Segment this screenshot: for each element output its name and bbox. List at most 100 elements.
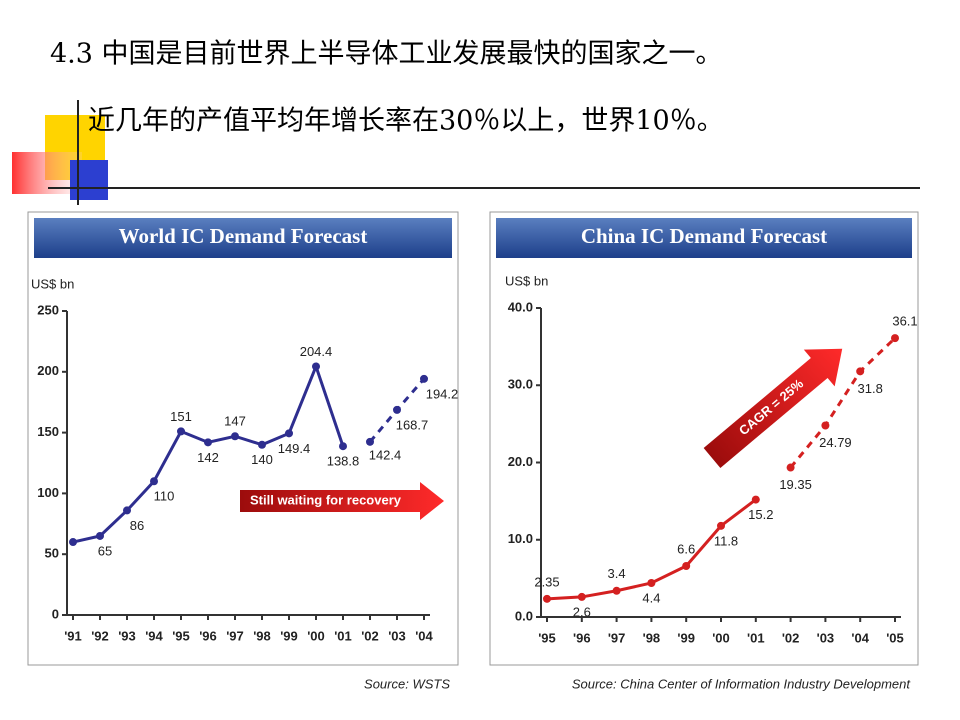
data-point [717,521,725,530]
data-label: 149.4 [278,441,311,456]
data-label: 151 [170,409,192,424]
data-label: 142 [197,450,219,465]
x-tick-label: '96 [573,630,591,645]
x-tick-label: '01 [334,628,352,643]
data-label: 138.8 [327,454,360,469]
x-tick-label: '98 [253,628,271,643]
data-point [647,579,656,588]
data-label: 65 [98,543,112,558]
x-tick-label: '05 [886,630,904,645]
x-tick-label: '91 [64,628,82,643]
arrow-shape [240,482,444,520]
data-label: 3.4 [608,566,626,581]
source: Source: China Center of Information Indu… [572,676,912,691]
data-point [821,421,830,430]
x-tick-label: '94 [145,628,163,643]
x-tick-label: '96 [199,628,217,643]
y-tick-label: 250 [37,302,59,317]
data-point [543,594,551,603]
annotation-arrow: Still waiting for recovery [240,482,444,520]
data-label: 11.8 [714,533,738,548]
data-label: 2.6 [573,604,591,619]
data-point [682,562,691,571]
x-tick-label: '97 [226,628,244,643]
data-label: 147 [224,414,246,429]
data-label: 36.1 [892,314,917,329]
data-point [177,427,185,436]
y-tick-label: 200 [37,363,59,378]
data-point [123,506,131,515]
x-tick-label: '97 [608,630,626,645]
data-point [150,477,158,486]
data-point [786,463,795,472]
data-point [339,442,347,451]
data-point [312,362,320,371]
y-tick-label: 0 [52,606,59,621]
data-label: 142.4 [369,447,402,462]
data-label: 140 [251,452,273,467]
data-label: 86 [130,518,144,533]
title-bar [496,218,912,258]
chart-title: World IC Demand Forecast [119,224,368,248]
deco-square [70,160,108,200]
data-point [612,586,621,595]
x-tick-label: '03 [817,630,835,645]
data-label: 2.35 [534,574,559,589]
x-tick-label: '93 [118,628,136,643]
x-tick-label: '99 [677,630,695,645]
data-label: 194.2 [426,386,459,401]
data-label: 15.2 [748,507,773,522]
arrow-shape [703,348,843,468]
title-bar [34,218,452,258]
chart-title: China IC Demand Forecast [581,224,827,248]
data-label: 168.7 [396,417,429,432]
x-tick-label: '02 [782,630,800,645]
x-tick-label: '92 [91,628,109,643]
x-tick-label: '95 [172,628,190,643]
y-axis-label: US$ bn [505,273,548,288]
x-tick-label: '00 [307,628,325,643]
heading: 4.3 中国是目前世界上半导体工业发展最快的国家之一。 [50,39,723,70]
x-tick-label: '99 [280,628,298,643]
annotation: Still waiting for recovery [250,492,402,507]
x-tick-label: '95 [538,630,556,645]
data-label: 19.35 [779,477,812,492]
x-tick-label: '98 [643,630,661,645]
data-point [420,374,428,383]
data-point [285,429,293,438]
data-label: 204.4 [300,344,333,359]
y-tick-label: 30.0 [508,377,533,392]
data-point [69,538,77,547]
y-tick-label: 150 [37,424,59,439]
y-tick-label: 40.0 [508,299,533,314]
data-point [393,405,401,414]
data-point [231,432,239,441]
panel [489,211,919,666]
y-tick-label: 10.0 [508,531,533,546]
data-label: 110 [154,489,175,504]
y-tick-label: 20.0 [508,454,533,469]
y-axis-label: US$ bn [31,276,74,291]
x-tick-label: '04 [851,630,869,645]
y-tick-label: 50 [45,546,59,561]
x-tick-label: '02 [361,628,379,643]
data-label: 6.6 [677,541,695,556]
y-tick-label: 0.0 [515,608,533,623]
source: Source: WSTS [364,676,450,691]
x-tick-label: '03 [388,628,406,643]
data-point [96,531,104,540]
data-point [204,438,212,447]
data-point [891,334,899,343]
data-label: 4.4 [642,590,660,605]
data-label: 31.8 [858,381,883,396]
data-point [258,440,266,449]
data-label: 24.79 [819,435,852,450]
data-point [751,495,760,504]
x-tick-label: '04 [415,628,433,643]
series-line [789,337,897,469]
data-point [856,367,865,376]
x-tick-label: '01 [747,630,765,645]
heading: 近几年的产值平均年增长率在30％以上，世界10％。 [88,106,724,137]
data-point [366,437,374,446]
